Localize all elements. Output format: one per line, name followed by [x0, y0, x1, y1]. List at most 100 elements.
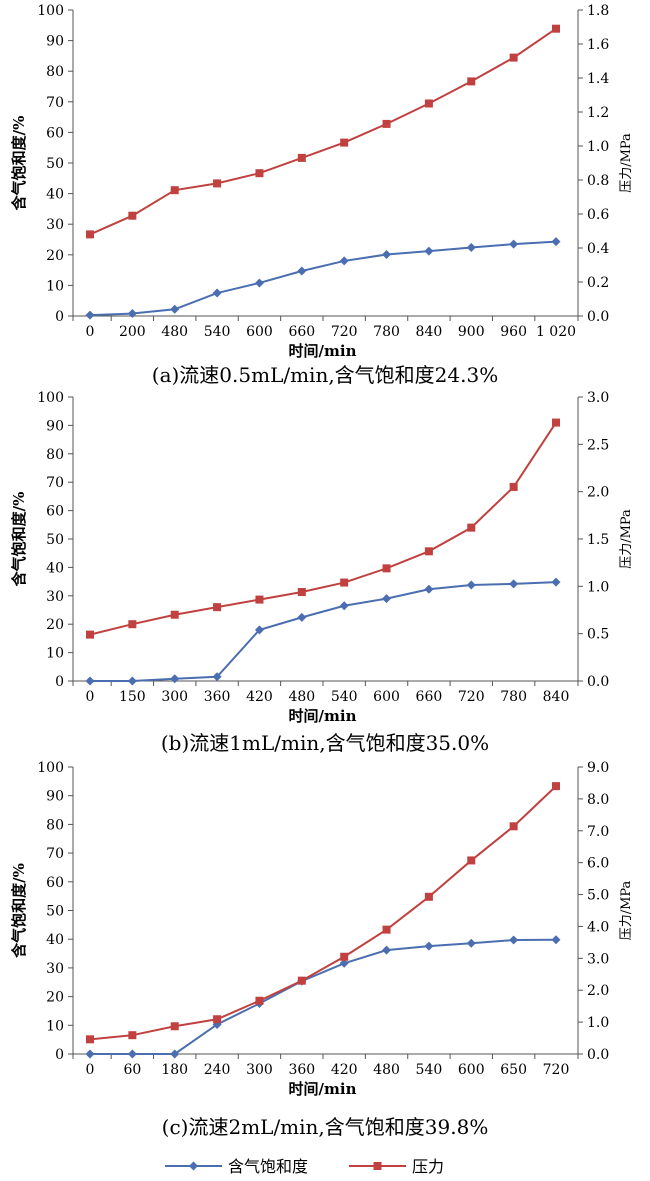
pressure-point: [128, 620, 137, 629]
x-tick-label: 300: [161, 689, 188, 705]
pressure-point: [382, 119, 391, 128]
pressure-point: [509, 822, 518, 831]
pressure-point: [424, 892, 433, 901]
left-tick-label: 80: [46, 817, 64, 833]
saturation-point: [466, 938, 476, 948]
x-tick-label: 420: [331, 1062, 358, 1078]
pressure-point: [467, 77, 476, 86]
x-tick-label: 600: [458, 1062, 485, 1078]
pressure-point: [213, 1015, 222, 1024]
x-tick-label: 960: [500, 324, 527, 340]
left-tick-label: 70: [46, 846, 64, 862]
x-tick-label: 780: [500, 689, 527, 705]
pressure-point: [213, 603, 222, 612]
x-tick-label: 150: [119, 689, 146, 705]
right-tick-label: 1.6: [587, 37, 609, 53]
pressure-point: [382, 925, 391, 934]
right-tick-label: 0.0: [587, 1047, 609, 1063]
right-tick-label: 0.0: [587, 309, 609, 325]
chart-panel-1: 0 10 20 30 40 50 60 70 80 90 100 0.0 0.2 0.4 0.6 0.8 1.0…: [10, 3, 634, 387]
saturation-point: [170, 304, 180, 314]
left-tick-label: 80: [46, 64, 64, 80]
pressure-point: [170, 610, 179, 619]
right-axis-title: 压力/MPa: [619, 509, 634, 569]
left-tick-label: 70: [46, 475, 64, 491]
left-tick-label: 60: [46, 875, 64, 891]
left-tick-label: 0: [55, 309, 64, 325]
x-tick-label: 420: [246, 689, 273, 705]
legend-saturation-label: 含气饱和度: [228, 1157, 308, 1176]
x-axis-title: 时间/min: [289, 1080, 357, 1098]
right-axis-title: 压力/MPa: [619, 880, 634, 940]
saturation-point: [254, 278, 264, 288]
x-tick-label: 480: [373, 1062, 400, 1078]
right-tick-label: 0.2: [587, 275, 609, 291]
left-tick-label: 40: [46, 560, 64, 576]
x-tick-label: 480: [288, 689, 315, 705]
pressure-point: [255, 595, 264, 604]
saturation-point: [466, 242, 476, 252]
saturation-point: [170, 1049, 180, 1059]
left-tick-label: 10: [46, 1018, 64, 1034]
left-axis-title: 含气饱和度/%: [10, 863, 28, 958]
pressure-series-line: [89, 422, 557, 636]
left-tick-label: 100: [37, 390, 64, 406]
right-tick-label: 0.5: [587, 627, 609, 643]
saturation-point: [466, 580, 476, 590]
right-tick-label: 1.0: [587, 1015, 609, 1031]
right-tick-label: 8.0: [587, 792, 609, 808]
right-tick-label: 2.0: [587, 485, 609, 501]
left-axis-title: 含气饱和度/%: [10, 492, 28, 587]
pressure-series-line: [89, 785, 557, 1041]
pressure-point: [297, 976, 306, 985]
x-tick-label: 540: [331, 689, 358, 705]
saturation-point: [382, 249, 392, 259]
right-tick-label: 4.0: [587, 919, 609, 935]
pressure-point: [552, 782, 560, 791]
saturation-point: [551, 237, 561, 247]
x-axis-title: 时间/min: [289, 707, 357, 725]
left-tick-label: 100: [37, 3, 64, 19]
saturation-point: [212, 288, 222, 298]
right-tick-label: 0.0: [587, 674, 609, 690]
pressure-point: [509, 482, 518, 491]
pressure-point: [297, 588, 306, 597]
pressure-series-line: [89, 27, 557, 236]
chart-caption: (a)流速0.5mL/min,含气饱和度24.3%: [152, 363, 498, 387]
x-tick-label: 360: [204, 689, 231, 705]
right-tick-label: 1.5: [587, 532, 609, 548]
x-tick-label: 1 020: [536, 324, 576, 340]
left-tick-label: 60: [46, 504, 64, 520]
x-tick-label: 660: [416, 689, 443, 705]
saturation-point: [339, 958, 349, 968]
pressure-point: [509, 53, 518, 62]
saturation-point: [212, 672, 222, 682]
saturation-point: [254, 625, 264, 635]
saturation-point: [339, 601, 349, 611]
x-tick-label: 840: [543, 689, 570, 705]
saturation-point: [551, 935, 561, 945]
left-tick-label: 10: [46, 646, 64, 662]
left-tick-label: 20: [46, 248, 64, 264]
x-tick-label: 840: [416, 324, 443, 340]
left-tick-label: 70: [46, 95, 64, 111]
right-axis-title: 压力/MPa: [619, 133, 634, 193]
pressure-point: [552, 24, 560, 33]
x-tick-label: 540: [416, 1062, 443, 1078]
saturation-point: [424, 941, 434, 951]
left-tick-label: 60: [46, 125, 64, 141]
right-tick-label: 5.0: [587, 888, 609, 904]
chart-caption: (b)流速1mL/min,含气饱和度35.0%: [161, 731, 489, 755]
saturation-point: [509, 239, 519, 249]
left-tick-label: 50: [46, 904, 64, 920]
x-tick-label: 180: [161, 1062, 188, 1078]
x-tick-label: 0: [86, 1062, 95, 1078]
right-tick-label: 3.0: [587, 390, 609, 406]
saturation-point: [424, 246, 434, 256]
x-tick-label: 0: [86, 324, 95, 340]
pressure-point: [128, 1031, 137, 1040]
pressure-point: [382, 564, 391, 573]
saturation-series-line: [90, 581, 557, 682]
left-tick-label: 0: [55, 1047, 64, 1063]
